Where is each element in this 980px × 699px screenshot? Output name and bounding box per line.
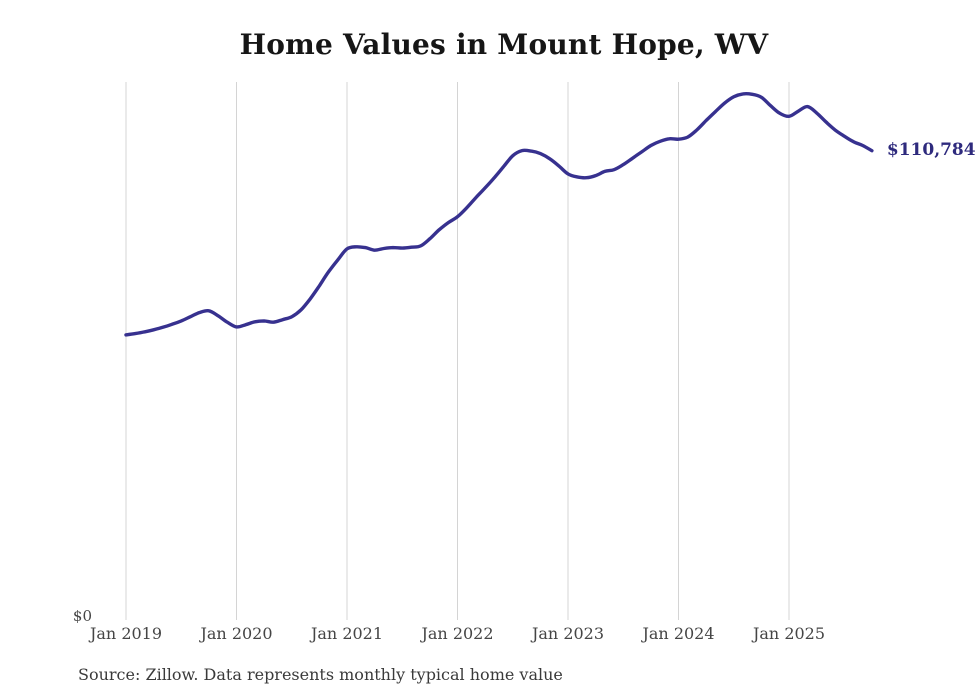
x-tick-label-jan-2021: Jan 2021	[310, 624, 384, 643]
y-axis-zero-label: $0	[72, 607, 92, 625]
x-tick-label-jan-2023: Jan 2023	[531, 624, 605, 643]
x-tick-label-jan-2025: Jan 2025	[752, 624, 826, 643]
source-note: Source: Zillow. Data represents monthly …	[78, 665, 563, 684]
x-tick-label-jan-2022: Jan 2022	[421, 624, 494, 643]
home-value-line	[124, 91, 874, 337]
x-tick-label-jan-2024: Jan 2024	[642, 624, 715, 643]
chart-title: Home Values in Mount Hope, WV	[239, 28, 769, 61]
x-tick-label-jan-2020: Jan 2020	[200, 624, 273, 643]
x-tick-label-jan-2019: Jan 2019	[89, 624, 163, 643]
latest-value-label: $110,784	[886, 139, 976, 160]
